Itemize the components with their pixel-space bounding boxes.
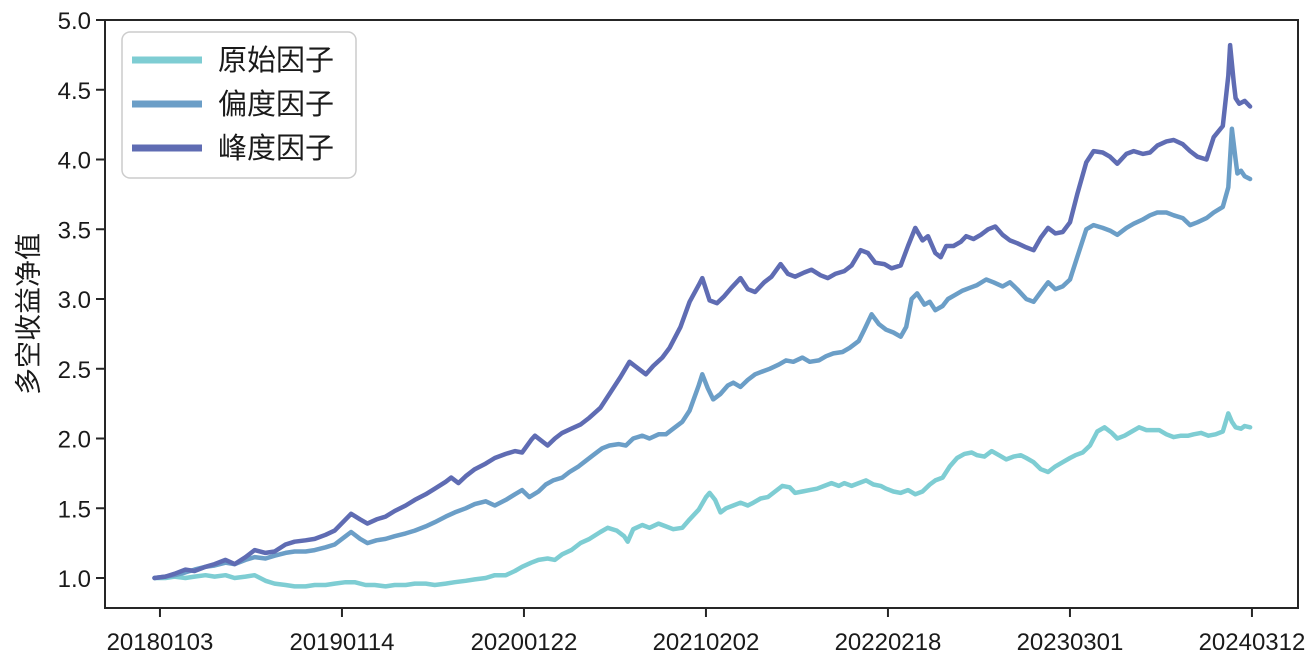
y-tick-label: 2.0 <box>58 427 91 454</box>
series-line-original-factor <box>152 411 1253 589</box>
legend-label-original-factor: 原始因子 <box>218 44 334 77</box>
series-group <box>152 42 1253 589</box>
y-tick-label: 3.5 <box>58 217 91 244</box>
y-tick-label: 4.5 <box>58 78 91 105</box>
x-tick-label: 20230301 <box>1017 629 1124 656</box>
series-line-skewness-factor <box>152 126 1253 581</box>
y-tick-label: 5.0 <box>58 8 91 35</box>
x-tick-label: 20180103 <box>107 629 214 656</box>
legend-box <box>121 31 357 179</box>
axes-group: 20180103 20190114 20200122 20210202 20220218… <box>58 8 1306 656</box>
x-tick-label: 20190114 <box>289 629 394 656</box>
legend-label-kurtosis-factor: 峰度因子 <box>218 132 334 165</box>
x-tick-label: 20220218 <box>835 629 942 656</box>
series-line-kurtosis-factor <box>152 42 1253 581</box>
x-tick-label: 20240312 <box>1199 629 1306 656</box>
x-tick-label: 20210202 <box>653 629 760 656</box>
plot-border <box>104 19 1299 609</box>
y-tick-label: 3.0 <box>58 287 91 314</box>
y-tick-label: 4.0 <box>58 148 91 175</box>
y-tick-label: 1.0 <box>58 566 91 593</box>
y-axis-label: 多空收益净值 <box>14 233 44 395</box>
y-tick-label: 1.5 <box>58 496 91 523</box>
x-tick-label: 20200122 <box>471 629 578 656</box>
legend: 原始因子 偏度因子 峰度因子 <box>121 31 357 179</box>
legend-label-skewness-factor: 偏度因子 <box>218 88 334 121</box>
y-tick-label: 2.5 <box>58 357 91 384</box>
